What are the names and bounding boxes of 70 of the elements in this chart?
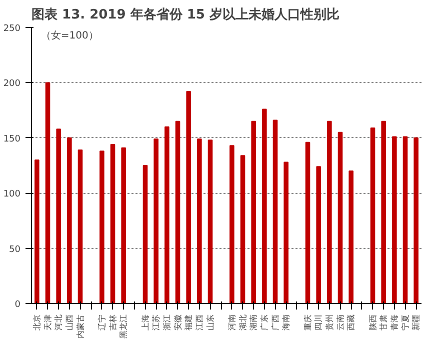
x-tick-label: 青海 <box>390 314 399 330</box>
bar <box>305 142 310 304</box>
bar <box>414 137 418 304</box>
y-tick-label: 100 <box>3 190 21 200</box>
y-tick-label: 150 <box>3 134 21 144</box>
bar <box>78 150 83 304</box>
x-tick-label: 广西 <box>270 314 280 330</box>
x-tick-label: 黑龙江 <box>119 314 128 338</box>
bar <box>392 136 397 304</box>
y-tick-label: 0 <box>14 300 21 310</box>
x-tick-label: 四川 <box>314 314 324 330</box>
x-tick-label: 湖北 <box>238 314 248 330</box>
x-tick-label: 江苏 <box>152 314 161 330</box>
y-tick-label: 200 <box>3 79 21 90</box>
bar <box>142 165 148 304</box>
bar <box>327 120 332 304</box>
x-tick-label: 吉林 <box>108 314 118 330</box>
x-tick-label: 湖南 <box>249 314 258 330</box>
x-tick-label: 新疆 <box>412 314 421 330</box>
bar <box>240 155 246 304</box>
bar <box>154 138 158 304</box>
bar <box>348 170 354 304</box>
bar <box>121 147 126 304</box>
bar <box>164 126 170 304</box>
x-tick-label: 上海 <box>140 314 150 330</box>
bar <box>272 120 278 304</box>
bar <box>110 144 116 304</box>
bar <box>100 150 104 304</box>
x-tick-label: 江西 <box>194 314 204 330</box>
x-tick-label: 安徽 <box>173 314 182 330</box>
annotation: （女=100） <box>40 30 98 42</box>
bar <box>370 127 376 304</box>
x-tick-label: 河南 <box>227 314 236 330</box>
bar <box>186 91 191 304</box>
x-tick-label: 辽宁 <box>97 314 106 330</box>
bar <box>67 137 72 304</box>
bar <box>208 140 213 304</box>
bar <box>262 108 267 304</box>
bar <box>197 138 202 304</box>
x-tick-label: 云南 <box>336 314 345 330</box>
x-tick-label: 西藏 <box>346 314 356 330</box>
bar <box>56 128 61 304</box>
chart-title: 图表 13. 2019 年各省份 15 岁以上未婚人口性别比 <box>32 8 340 22</box>
x-tick-label: 海南 <box>282 314 291 330</box>
bar <box>175 120 180 304</box>
x-tick-label: 广东 <box>260 314 269 330</box>
bar <box>251 120 256 304</box>
x-tick-label: 陕西 <box>368 314 378 330</box>
bar <box>316 166 321 304</box>
x-tick-label: 重庆 <box>303 314 312 330</box>
bar <box>34 159 40 304</box>
x-tick-label: 山西 <box>64 314 74 330</box>
x-tick-label: 甘肃 <box>379 314 388 330</box>
y-tick-label: 250 <box>3 24 21 34</box>
x-tick-label: 山东 <box>206 314 215 330</box>
x-tick-label: 福建 <box>184 314 194 330</box>
bar <box>338 132 343 304</box>
x-tick-label: 浙江 <box>162 314 172 330</box>
x-tick-label: 贵州 <box>324 314 334 330</box>
bar <box>402 136 408 304</box>
x-tick-label: 内蒙古 <box>76 314 85 338</box>
bar <box>381 120 386 304</box>
x-tick-label: 宁夏 <box>400 314 410 330</box>
bar <box>45 82 50 304</box>
x-tick-label: 天津 <box>43 314 52 330</box>
bar <box>284 162 288 304</box>
bar <box>230 145 234 304</box>
x-tick-label: 河北 <box>54 314 64 330</box>
x-tick-label: 北京 <box>32 314 42 330</box>
y-tick-label: 50 <box>9 244 21 255</box>
